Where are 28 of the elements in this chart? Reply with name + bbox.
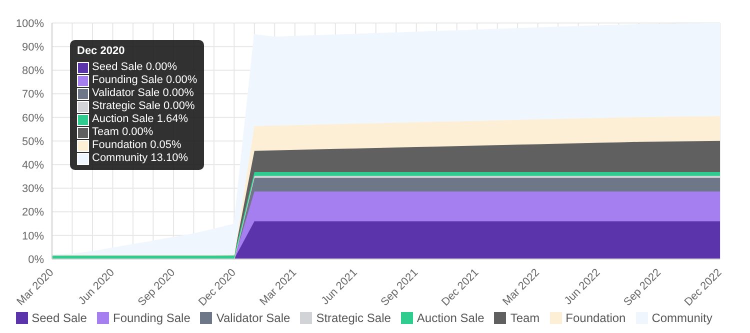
legend-label: Community — [652, 311, 712, 325]
legend-label: Founding Sale — [112, 311, 190, 325]
y-tick-label: 60% — [22, 112, 44, 124]
y-tick-label: 40% — [22, 160, 44, 172]
legend-label: Validator Sale — [216, 311, 290, 325]
annotation: Founding Sale 0.00% — [92, 74, 198, 87]
legend-label: Auction Sale — [416, 311, 484, 325]
annotation: Strategic Sale 0.00% — [92, 100, 195, 113]
y-tick-label: 0% — [28, 254, 44, 266]
legend-label: Team — [510, 311, 540, 325]
annotation: Community 13.10% — [92, 152, 188, 165]
legend-label: Foundation — [566, 311, 626, 325]
annotation: Auction Sale 1.64% — [92, 113, 188, 126]
y-tick-label: 20% — [22, 206, 44, 219]
annotation: Seed Sale 0.00% — [92, 61, 178, 74]
annotation: Foundation 0.05% — [92, 139, 182, 152]
y-tick-label: 50% — [22, 136, 44, 148]
y-tick-label: 90% — [22, 42, 44, 54]
y-tick-label: 70% — [22, 88, 44, 101]
y-tick-label: 10% — [22, 230, 44, 242]
annotation: Dec 2020 — [77, 45, 126, 58]
legend-label: Seed Sale — [32, 311, 87, 325]
y-tick-label: 80% — [22, 65, 44, 78]
annotation: Validator Sale 0.00% — [92, 87, 194, 100]
y-tick-label: 30% — [22, 183, 44, 196]
legend-label: Strategic Sale — [316, 311, 391, 325]
y-tick-label: 100% — [16, 18, 44, 30]
annotation: Team 0.00% — [92, 126, 154, 139]
